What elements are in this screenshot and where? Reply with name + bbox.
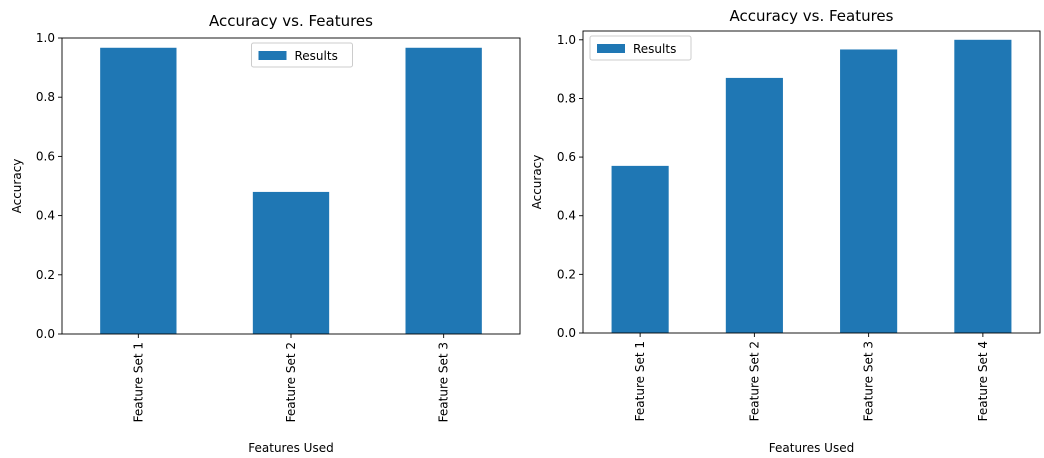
legend-box xyxy=(251,42,353,68)
legend-label: Results xyxy=(633,42,676,56)
y-axis-label: Accuracy xyxy=(10,159,24,214)
bar-3 xyxy=(840,49,898,334)
x-tick-label: Feature Set 4 xyxy=(976,341,990,421)
bar-2 xyxy=(725,77,783,333)
y-tick-label: 0.4 xyxy=(557,209,576,223)
y-tick-label: 0.2 xyxy=(557,267,576,281)
y-tick-label: 0.0 xyxy=(557,326,576,340)
bar-4 xyxy=(954,39,1012,334)
y-tick-label: 0.0 xyxy=(36,327,55,341)
y-tick-label: 0.6 xyxy=(36,149,55,163)
x-tick-label: Feature Set 1 xyxy=(131,342,145,422)
y-tick-label: 0.2 xyxy=(36,268,55,282)
bar-2 xyxy=(252,191,330,334)
legend-label: Results xyxy=(295,49,338,63)
y-axis-label: Accuracy xyxy=(530,155,544,210)
y-tick-label: 1.0 xyxy=(557,33,576,47)
chart-title: Accuracy vs. Features xyxy=(209,12,373,30)
y-tick-label: 1.0 xyxy=(36,31,55,45)
legend-swatch xyxy=(597,44,625,53)
x-tick-label: Feature Set 2 xyxy=(747,341,761,421)
x-axis-label: Features Used xyxy=(769,441,854,455)
x-tick-label: Feature Set 1 xyxy=(633,341,647,421)
legend: Results xyxy=(589,35,692,61)
bar-3 xyxy=(405,47,482,334)
y-tick-label: 0.8 xyxy=(557,91,576,105)
legend-box xyxy=(589,35,692,61)
bar-1 xyxy=(100,47,177,334)
x-tick-label: Feature Set 2 xyxy=(284,342,298,422)
y-tick-label: 0.6 xyxy=(557,150,576,164)
chart-panel-1: Accuracy vs. Features 0.0 0.2 0.4 0.6 0.8 1.0 F… xyxy=(10,12,521,455)
chart-title: Accuracy vs. Features xyxy=(730,7,894,25)
legend: Results xyxy=(251,42,353,68)
legend-swatch xyxy=(258,51,287,60)
y-tick-label: 0.4 xyxy=(36,209,55,223)
plot-frame xyxy=(582,30,1041,334)
chart-panel-2: Accuracy vs. Features 0.0 0.2 0.4 0.6 0.8 1.0 F… xyxy=(530,7,1041,455)
x-axis-label: Features Used xyxy=(248,441,333,455)
bar-1 xyxy=(611,165,669,333)
y-tick-label: 0.8 xyxy=(36,90,55,104)
x-tick-label: Feature Set 3 xyxy=(862,341,876,421)
x-tick-label: Feature Set 3 xyxy=(437,342,451,422)
